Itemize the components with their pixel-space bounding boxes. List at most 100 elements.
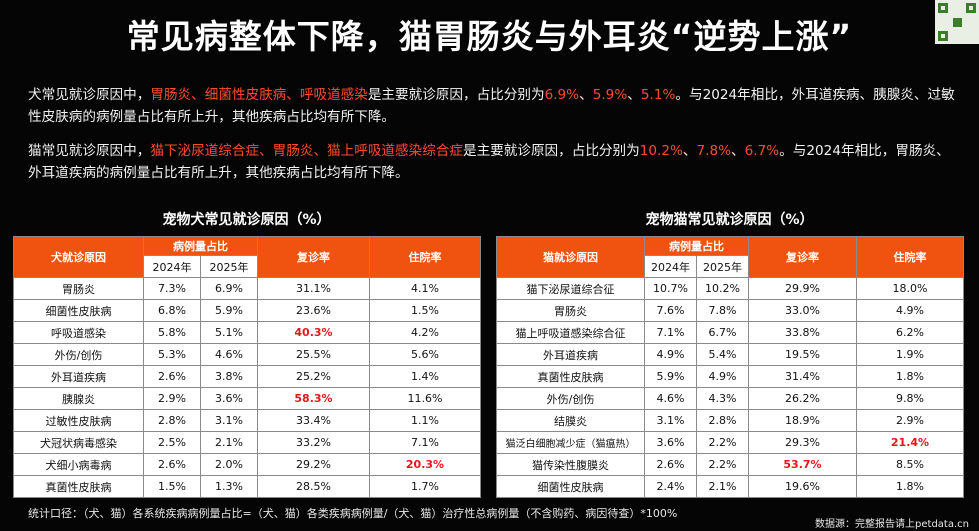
table-cell: 外耳道疾病 xyxy=(13,365,144,388)
table-cell: 1.8% xyxy=(856,475,964,498)
qr-code-icon[interactable] xyxy=(935,0,979,44)
table-cell: 29.9% xyxy=(748,277,857,300)
table-cell: 细菌性皮肤病 xyxy=(496,475,645,498)
table-cell: 4.9% xyxy=(696,365,749,388)
cat-header-hosp: 住院率 xyxy=(856,236,964,278)
dog-header-2024: 2024年 xyxy=(143,255,201,278)
table-cell: 猫上呼吸道感染综合征 xyxy=(496,321,645,344)
table-row: 外耳道疾病 4.9% 5.4% 19.5% 1.9% xyxy=(496,343,964,366)
table-cell: 2.2% xyxy=(696,453,749,476)
table-cell: 犬细小病毒病 xyxy=(13,453,144,476)
table-cell: 7.1% xyxy=(644,321,697,344)
table-cell: 猫泛白细胞减少症（猫瘟热） xyxy=(496,431,645,454)
table-cell: 2.6% xyxy=(143,453,201,476)
table-row: 犬细小病毒病 2.6% 2.0% 29.2% 20.3% xyxy=(13,453,481,476)
table-cell: 3.1% xyxy=(644,409,697,432)
dog-header-2025: 2025年 xyxy=(200,255,258,278)
table-cell: 19.5% xyxy=(748,343,857,366)
table-cell: 7.3% xyxy=(143,277,201,300)
page-title: 常见病整体下降，猫胃肠炎与外耳炎“逆势上涨” xyxy=(126,17,853,56)
table-cell: 6.7% xyxy=(696,321,749,344)
table-cell: 2.9% xyxy=(856,409,964,432)
table-cell: 2.1% xyxy=(696,475,749,498)
cat-header-2024: 2024年 xyxy=(644,255,697,278)
dog-header-revisit: 复诊率 xyxy=(257,236,370,278)
table-cell: 2.2% xyxy=(696,431,749,454)
table-cell: 1.9% xyxy=(856,343,964,366)
dog-header-share: 病例量占比 xyxy=(143,236,258,256)
dog-header-cause: 犬就诊原因 xyxy=(13,236,144,278)
table-cell: 结膜炎 xyxy=(496,409,645,432)
table-cell: 33.2% xyxy=(257,431,370,454)
table-cell: 外伤/创伤 xyxy=(13,343,144,366)
table-cell: 18.0% xyxy=(856,277,964,300)
table-cell: 1.5% xyxy=(143,475,201,498)
table-cell: 33.4% xyxy=(257,409,370,432)
table-row: 猫下泌尿道综合征 10.7% 10.2% 29.9% 18.0% xyxy=(496,277,964,300)
table-cell: 1.8% xyxy=(856,365,964,388)
table-cell: 外伤/创伤 xyxy=(496,387,645,410)
table-cell: 2.6% xyxy=(143,365,201,388)
table-cell: 58.3% xyxy=(257,387,370,410)
table-cell: 2.1% xyxy=(200,431,258,454)
table-cell: 1.7% xyxy=(369,475,481,498)
table-cell: 18.9% xyxy=(748,409,857,432)
cat-header-2025: 2025年 xyxy=(696,255,749,278)
dog-summary-paragraph: 犬常见就诊原因中，胃肠炎、细菌性皮肤病、呼吸道感染是主要就诊原因，占比分别为6.… xyxy=(28,87,955,125)
table-cell: 1.5% xyxy=(369,299,481,322)
table-cell: 真菌性皮肤病 xyxy=(13,475,144,498)
table-cell: 5.4% xyxy=(696,343,749,366)
table-cell: 4.6% xyxy=(644,387,697,410)
table-cell: 11.6% xyxy=(369,387,481,410)
table-cell: 7.1% xyxy=(369,431,481,454)
table-cell: 25.5% xyxy=(257,343,370,366)
table-cell: 7.6% xyxy=(644,299,697,322)
table-cell: 2.5% xyxy=(143,431,201,454)
table-cell: 10.7% xyxy=(644,277,697,300)
table-cell: 胃肠炎 xyxy=(13,277,144,300)
data-source: 数据源：完整报告请上petdata.cn xyxy=(815,519,969,530)
dog-header-hosp: 住院率 xyxy=(369,236,481,278)
table-row: 猫传染性腹膜炎 2.6% 2.2% 53.7% 8.5% xyxy=(496,453,964,476)
cat-header-share: 病例量占比 xyxy=(644,236,749,256)
table-row: 呼吸道感染 5.8% 5.1% 40.3% 4.2% xyxy=(13,321,481,344)
table-cell: 4.9% xyxy=(644,343,697,366)
table-cell: 31.1% xyxy=(257,277,370,300)
table-row: 真菌性皮肤病 5.9% 4.9% 31.4% 1.8% xyxy=(496,365,964,388)
table-cell: 31.4% xyxy=(748,365,857,388)
table-cell: 2.4% xyxy=(644,475,697,498)
table-cell: 26.2% xyxy=(748,387,857,410)
table-cell: 1.1% xyxy=(369,409,481,432)
table-row: 真菌性皮肤病 1.5% 1.3% 28.5% 1.7% xyxy=(13,475,481,498)
table-cell: 10.2% xyxy=(696,277,749,300)
cat-header-revisit: 复诊率 xyxy=(748,236,857,278)
table-row: 胰腺炎 2.9% 3.6% 58.3% 11.6% xyxy=(13,387,481,410)
dog-visit-table: 犬就诊原因 病例量占比 复诊率 住院率 2024年 2025年 胃肠炎 7.3% 6… xyxy=(13,236,481,498)
table-cell: 20.3% xyxy=(369,453,481,476)
table-row: 犬冠状病毒感染 2.5% 2.1% 33.2% 7.1% xyxy=(13,431,481,454)
footnote-definition: 统计口径：（犬、猫）各系统疾病病例量占比=（犬、猫）各类疾病病例量/（犬、猫）治… xyxy=(28,507,678,520)
table-cell: 6.2% xyxy=(856,321,964,344)
table-cell: 7.8% xyxy=(696,299,749,322)
table-cell: 2.9% xyxy=(143,387,201,410)
table-cell: 犬冠状病毒感染 xyxy=(13,431,144,454)
table-cell: 9.8% xyxy=(856,387,964,410)
table-cell: 2.0% xyxy=(200,453,258,476)
cat-summary-paragraph: 猫常见就诊原因中，猫下泌尿道综合症、胃肠炎、猫上呼吸道感染综合症是主要就诊原因，… xyxy=(28,143,950,181)
table-cell: 3.8% xyxy=(200,365,258,388)
table-cell: 外耳道疾病 xyxy=(496,343,645,366)
table-row: 外伤/创伤 5.3% 4.6% 25.5% 5.6% xyxy=(13,343,481,366)
table-cell: 5.3% xyxy=(143,343,201,366)
table-cell: 4.9% xyxy=(856,299,964,322)
table-cell: 4.3% xyxy=(696,387,749,410)
table-cell: 猫下泌尿道综合征 xyxy=(496,277,645,300)
table-cell: 25.2% xyxy=(257,365,370,388)
table-cell: 19.6% xyxy=(748,475,857,498)
table-cell: 过敏性皮肤病 xyxy=(13,409,144,432)
table-cell: 真菌性皮肤病 xyxy=(496,365,645,388)
dog-top-diseases: 胃肠炎、细菌性皮肤病、呼吸道感染 xyxy=(150,87,368,103)
table-cell: 胰腺炎 xyxy=(13,387,144,410)
table-cell: 2.8% xyxy=(696,409,749,432)
table-cell: 33.0% xyxy=(748,299,857,322)
table-row: 猫泛白细胞减少症（猫瘟热） 3.6% 2.2% 29.3% 21.4% xyxy=(496,431,964,454)
